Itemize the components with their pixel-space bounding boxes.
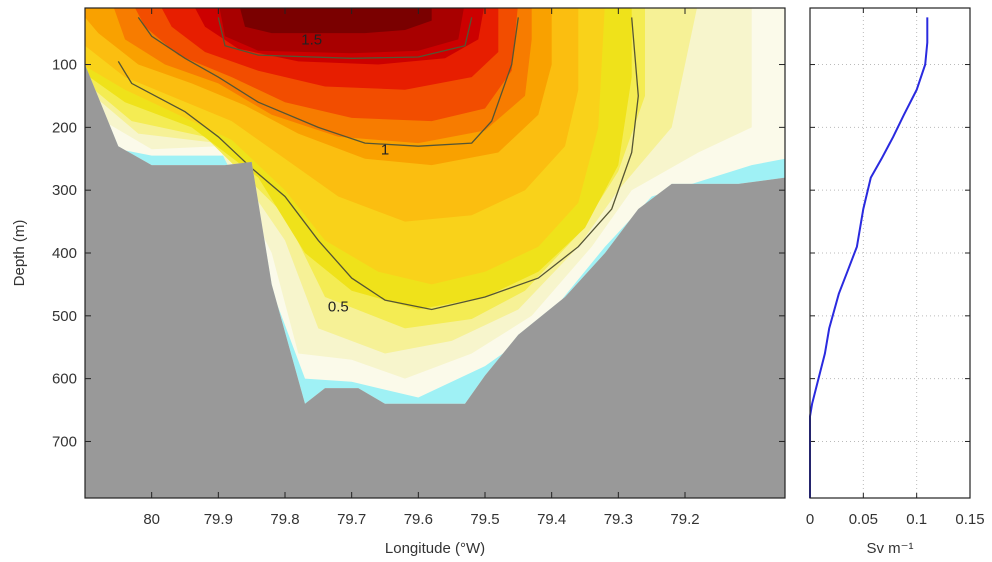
section-y-tick-label: 600	[52, 371, 77, 388]
contour-labels: 1.5 1 0.5	[301, 31, 389, 315]
contour-label-0.5: 0.5	[328, 298, 349, 315]
profile-x-tick-label: 0.1	[906, 511, 927, 528]
contour-band-14	[238, 8, 432, 34]
section-y-tick-label: 700	[52, 433, 77, 450]
contour-line-1.5	[217, 17, 473, 59]
section-x-axis-label: Longitude (°W)	[385, 540, 485, 557]
profile-x-tick-label: 0	[806, 511, 814, 528]
contour-lines	[117, 17, 639, 311]
section-x-tick-label: 79.5	[470, 511, 499, 528]
profile-x-tick-label: 0.15	[955, 511, 984, 528]
section-x-tick-label: 80	[143, 511, 160, 528]
section-x-tick-label: 79.8	[270, 511, 299, 528]
section-x-tick-label: 79.6	[404, 511, 433, 528]
profile-x-tick-label: 0.05	[849, 511, 878, 528]
contour-label-1.5: 1.5	[301, 31, 322, 48]
profile-line	[809, 17, 929, 498]
section-x-tick-label: 79.4	[537, 511, 566, 528]
section-x-tick-label: 79.2	[670, 511, 699, 528]
section-x-tick-label: 79.9	[204, 511, 233, 528]
section-y-axis-label: Depth (m)	[11, 220, 28, 287]
profile-x-ticks: 0 0.05 0.1 0.15	[806, 8, 985, 528]
contour-line-0.5	[117, 17, 639, 311]
profile-x-axis-label: Sv m⁻¹	[866, 540, 913, 557]
profile-plot-frame	[809, 7, 971, 499]
section-y-ticks: 100 200 300 400 500 600 700	[52, 57, 785, 450]
section-x-tick-label: 79.7	[337, 511, 366, 528]
contour-line-1	[137, 17, 519, 147]
transport-profile-panel: 0 0.05 0.1 0.15 Sv m⁻¹	[806, 7, 985, 557]
section-x-tick-label: 79.3	[604, 511, 633, 528]
section-panel: 1.5 1 0.5 80 79.9 79.8 79.7 79.6 79.5 79.4 79.3 79…	[11, 7, 786, 557]
section-y-tick-label: 500	[52, 308, 77, 325]
section-y-tick-label: 300	[52, 182, 77, 199]
bathymetry-land	[85, 64, 785, 498]
section-y-tick-label: 200	[52, 119, 77, 136]
section-y-tick-label: 400	[52, 245, 77, 262]
profile-grid	[810, 8, 970, 498]
contour-label-1: 1	[381, 141, 389, 158]
section-y-tick-label: 100	[52, 57, 77, 74]
section-x-ticks: 80 79.9 79.8 79.7 79.6 79.5 79.4 79.3 79.2	[143, 8, 700, 528]
